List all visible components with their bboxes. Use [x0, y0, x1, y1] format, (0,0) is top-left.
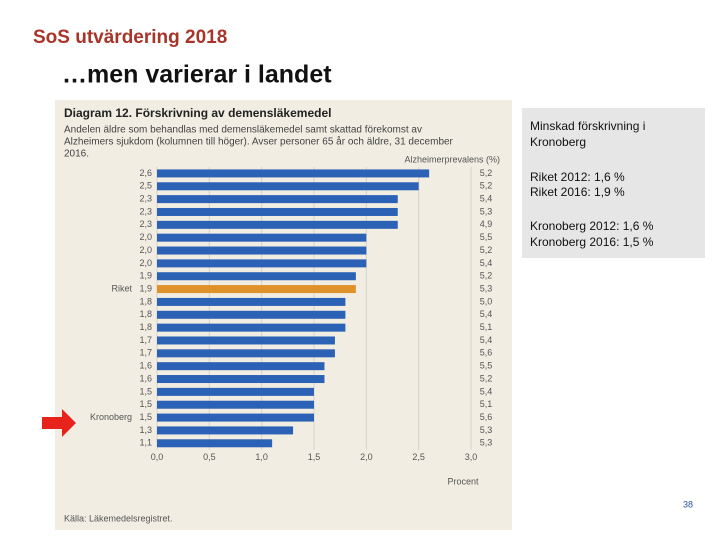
prevalence-label: 5,2: [480, 271, 493, 281]
bar: [157, 169, 430, 178]
prevalence-label: 5,4: [480, 194, 493, 204]
prevalence-label: 5,1: [480, 399, 493, 409]
bar: [157, 272, 356, 281]
value-label: 1,3: [139, 425, 152, 435]
x-axis-label: Procent: [447, 476, 479, 486]
bar: [157, 297, 346, 306]
slide-title: …men varierar i landet: [62, 61, 332, 89]
prevalence-label: 5,4: [480, 386, 493, 396]
value-label: 1,8: [139, 309, 152, 319]
value-label: 1,5: [139, 412, 152, 422]
bar: [157, 182, 419, 191]
prevalence-label: 4,9: [480, 219, 493, 229]
value-label: 1,8: [139, 322, 152, 332]
bar: [157, 426, 294, 435]
x-tick-label: 1,5: [308, 452, 321, 462]
x-tick-label: 0,0: [151, 452, 164, 462]
value-label: 1,5: [139, 399, 152, 409]
x-tick-label: 0,5: [203, 452, 216, 462]
bar: [157, 233, 367, 242]
bar: [157, 362, 325, 371]
bar: [157, 323, 346, 332]
prevalence-label: 5,5: [480, 232, 493, 242]
value-label: 2,3: [139, 206, 152, 216]
prevalence-label: 5,3: [480, 438, 493, 448]
prevalence-label: 5,5: [480, 361, 493, 371]
x-tick-label: 1,0: [255, 452, 268, 462]
category-label: Riket: [111, 283, 132, 293]
subtitle: Andelen äldre som behandlas med demenslä…: [64, 125, 422, 136]
value-label: 1,9: [139, 283, 152, 293]
prevalence-label: 5,6: [480, 348, 493, 358]
source: Källa: Läkemedelsregistret.: [64, 513, 173, 523]
arrow: [42, 409, 76, 437]
value-label: 2,0: [139, 232, 152, 242]
prevalence-label: 5,4: [480, 258, 493, 268]
prevalence-label: 5,2: [480, 373, 493, 383]
bar: [157, 310, 346, 319]
x-tick-label: 3,0: [465, 452, 478, 462]
value-label: 2,3: [139, 219, 152, 229]
prevalence-label: 5,1: [480, 322, 493, 332]
bar: [157, 220, 398, 229]
bar: [157, 387, 314, 396]
value-label: 2,5: [139, 181, 152, 191]
value-label: 2,3: [139, 194, 152, 204]
value-label: 1,1: [139, 438, 152, 448]
prevalence-label: 5,3: [480, 425, 493, 435]
value-label: 2,6: [139, 168, 152, 178]
bar: [157, 259, 367, 268]
value-label: 1,7: [139, 348, 152, 358]
side-text: Kronoberg 2016: 1,5 %: [530, 235, 654, 249]
bar: [157, 246, 367, 255]
page-number: 38: [683, 499, 693, 509]
bar: [157, 207, 398, 216]
bar: [157, 336, 335, 345]
prevalence-label: 5,6: [480, 412, 493, 422]
header: SoS utvärdering 2018: [33, 27, 227, 48]
value-label: 1,6: [139, 361, 152, 371]
prevalence-label: 5,4: [480, 335, 493, 345]
subtitle: 2016.: [64, 149, 89, 160]
prevalence-label: 5,4: [480, 309, 493, 319]
prevalence-label: 5,2: [480, 245, 493, 255]
prevalence-label: 5,0: [480, 296, 493, 306]
bar: [157, 195, 398, 204]
category-label: Kronoberg: [90, 412, 132, 422]
x-tick-label: 2,0: [360, 452, 373, 462]
bar: [157, 285, 356, 294]
bar: [157, 375, 325, 384]
side-text: Riket 2012: 1,6 %: [530, 170, 625, 184]
value-label: 1,5: [139, 386, 152, 396]
prevalence-label: 5,3: [480, 206, 493, 216]
prevalence-label: 5,3: [480, 283, 493, 293]
value-label: 1,6: [139, 373, 152, 383]
value-label: 2,0: [139, 258, 152, 268]
value-label: 2,0: [139, 245, 152, 255]
prevalence-label: 5,2: [480, 168, 493, 178]
value-label: 1,7: [139, 335, 152, 345]
side-box: Minskad förskrivning i Kronoberg Riket 2…: [522, 108, 705, 258]
side-text: Riket 2016: 1,9 %: [530, 185, 625, 199]
side-text: Kronoberg 2012: 1,6 %: [530, 219, 654, 233]
subtitle: Alzheimers sjukdom (kolumnen till höger)…: [64, 136, 454, 148]
chart-title: Diagram 12. Förskrivning av demensläkeme…: [64, 106, 331, 120]
side-heading: Minskad förskrivning i Kronoberg: [530, 119, 646, 149]
value-label: 1,9: [139, 271, 152, 281]
prevalence-header: Alzheimerprevalens (%): [404, 154, 500, 164]
bar: [157, 400, 314, 409]
bar: [157, 349, 335, 358]
value-label: 1,8: [139, 296, 152, 306]
x-tick-label: 2,5: [412, 452, 425, 462]
bar: [157, 439, 273, 448]
prevalence-label: 5,2: [480, 181, 493, 191]
bar: [157, 413, 314, 422]
